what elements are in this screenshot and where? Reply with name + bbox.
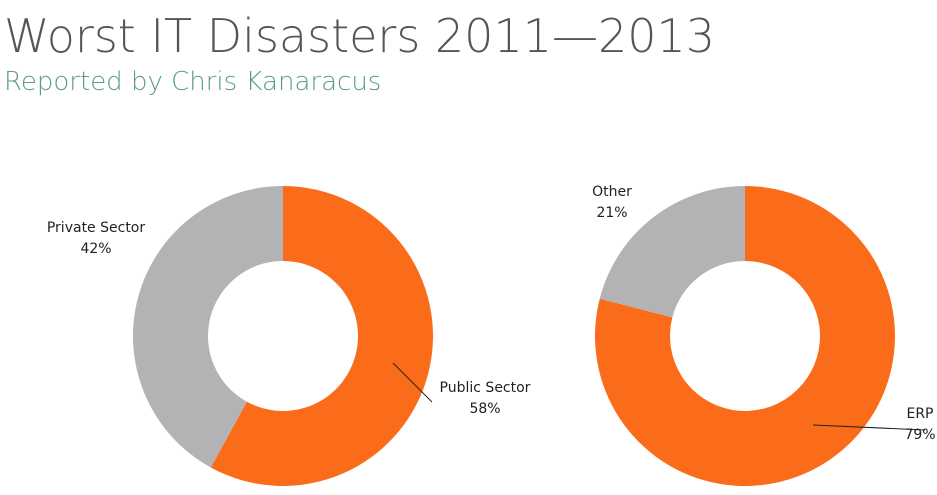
leader-line [392, 362, 433, 403]
leader-line [812, 424, 926, 431]
slice-value: 21% [596, 205, 627, 221]
slice-value: 79% [904, 427, 935, 443]
slice [595, 186, 895, 486]
slice [132, 186, 283, 468]
slice-value: 42% [80, 241, 111, 257]
slice-label: Public Sector [440, 380, 531, 396]
slice-label: Other [592, 184, 632, 200]
slice-label: ERP [906, 406, 933, 422]
slice-value: 58% [469, 401, 500, 417]
subtitle: Reported by Chris Kanaracus [4, 67, 381, 97]
slice [210, 186, 434, 487]
title: Worst IT Disasters 2011—2013 [4, 9, 715, 63]
slice [599, 186, 745, 318]
slice-label: Private Sector [47, 220, 146, 236]
